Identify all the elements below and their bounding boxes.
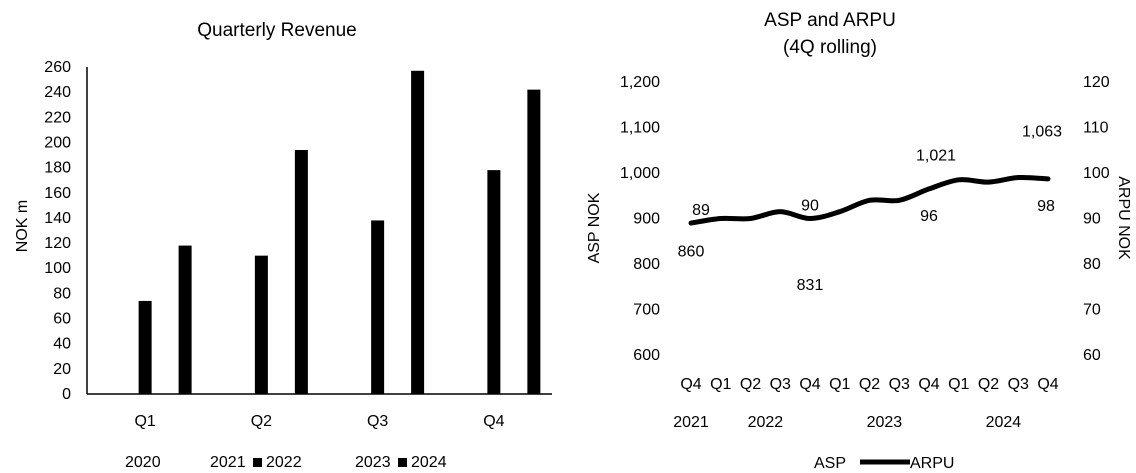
line-chart-left-tick-label: 700 (633, 302, 660, 319)
legend-label-2020: 2020 (125, 454, 161, 471)
bar-chart-x-tick-label: Q4 (483, 413, 504, 430)
line-chart-x-ticks: Q4 Q1 Q2 Q3 Q4 Q1 Q2 Q3 Q4 Q1 Q2 Q3 Q4 (680, 376, 1058, 393)
legend-swatch-2022 (253, 458, 262, 467)
bar-chart-y-tick-label: 100 (44, 260, 71, 277)
bar-chart-y-tick-label: 180 (44, 160, 71, 177)
bar-2024-Q1 (178, 245, 192, 394)
legend-label-2022: 2022 (266, 454, 302, 471)
line-chart-series (688, 143, 1051, 251)
line-chart-subtitle: (4Q rolling) (783, 37, 877, 58)
data-label-ASP: 831 (797, 277, 824, 294)
legend-swatch-2024 (398, 458, 407, 467)
data-label-ARPU: 98 (1037, 198, 1055, 215)
line-chart-right-tick-label: 120 (1083, 74, 1110, 91)
data-label-ASP: 1,063 (1022, 123, 1062, 140)
bar-chart-bars (138, 70, 541, 395)
legend-swatch-2021 (197, 458, 206, 467)
line-chart-right-tick-label: 100 (1083, 165, 1110, 182)
line-chart-right-ticks: 60 70 80 90 100 110 120 (1083, 74, 1110, 364)
line-series-ASP (690, 143, 1049, 251)
bar-2022-Q4 (487, 170, 501, 394)
line-chart-left-tick-label: 1,200 (620, 74, 660, 91)
bar-chart-y-tick-label: 60 (53, 311, 71, 328)
line-chart-x-tick-label: Q4 (799, 376, 820, 393)
bar-chart-y-tick-label: 220 (44, 109, 71, 126)
data-label-ASP: 860 (678, 244, 705, 261)
line-chart-x-tick-label: Q2 (978, 376, 999, 393)
line-chart-left-tick-label: 900 (633, 211, 660, 228)
bar-chart-y-ticks: 0 20 40 60 80 100 120 140 160 180 200 220 240 260 (44, 59, 71, 403)
line-chart-left-tick-label: 1,100 (620, 120, 660, 137)
line-chart-x-tick-label: Q3 (1008, 376, 1029, 393)
line-chart-left-axis-title: ASP NOK (586, 192, 603, 263)
line-chart-x-tick-label: Q3 (770, 376, 791, 393)
legend-label-2023: 2023 (355, 454, 391, 471)
legend-label-2024: 2024 (411, 454, 447, 471)
line-chart-year-label: 2022 (748, 414, 784, 431)
line-chart-x-tick-label: Q4 (1037, 376, 1058, 393)
line-chart-right-tick-label: 90 (1083, 211, 1101, 228)
line-chart-year-label: 2023 (867, 414, 903, 431)
line-series-ARPU (688, 174, 1051, 226)
legend-label-ASP: ASP (814, 455, 846, 472)
bar-2024-Q4 (527, 89, 541, 394)
line-chart-x-tick-label: Q2 (740, 376, 761, 393)
bar-chart-y-tick-label: 0 (62, 386, 71, 403)
line-chart-right-tick-label: 110 (1083, 120, 1109, 137)
line-chart-asp-arpu: ASP and ARPU (4Q rolling) ASP NOK ARPU N… (586, 10, 1132, 472)
line-chart-x-tick-label: Q1 (829, 376, 850, 393)
bar-chart-quarterly-revenue: Quarterly Revenue NOK m 0 20 40 60 80 100 120 1… (14, 20, 552, 471)
data-label-ARPU: 89 (692, 202, 710, 219)
line-chart-data-labels: 860 831 1,021 1,063 89 90 96 98 (678, 123, 1062, 294)
bar-chart-y-tick-label: 120 (44, 235, 71, 252)
line-chart-legend: ASP ARPU (814, 455, 954, 472)
bar-chart-y-tick-label: 80 (53, 285, 71, 302)
legend-swatch-2020 (112, 458, 121, 467)
line-chart-year-label: 2024 (986, 414, 1022, 431)
bar-chart-title: Quarterly Revenue (197, 20, 356, 41)
bar-chart-x-ticks: Q1 Q2 Q3 Q4 (134, 413, 504, 430)
bar-chart-y-tick-label: 160 (44, 185, 71, 202)
bar-chart-y-tick-label: 140 (44, 210, 71, 227)
data-label-ASP: 1,021 (916, 147, 956, 164)
line-chart-x-tick-label: Q3 (889, 376, 910, 393)
line-chart-x-tick-label: Q4 (918, 376, 939, 393)
bar-chart-y-tick-label: 240 (44, 84, 71, 101)
bar-chart-y-tick-label: 40 (53, 336, 71, 353)
line-chart-title: ASP and ARPU (764, 10, 896, 31)
line-chart-right-tick-label: 60 (1083, 347, 1101, 364)
bar-chart-x-tick-label: Q2 (251, 413, 272, 430)
line-chart-right-tick-label: 80 (1083, 256, 1101, 273)
bar-chart-y-tick-label: 260 (44, 59, 71, 76)
line-chart-right-tick-label: 70 (1083, 302, 1101, 319)
legend-label-ARPU: ARPU (910, 455, 954, 472)
line-chart-x-tick-label: Q1 (710, 376, 731, 393)
line-chart-year-label: 2021 (673, 414, 709, 431)
data-label-ARPU: 90 (801, 198, 819, 215)
line-chart-left-ticks: 600 700 800 900 1,000 1,100 1,200 (620, 74, 660, 364)
legend-swatch-2023 (342, 458, 351, 467)
bar-chart-x-tick-label: Q1 (134, 413, 155, 430)
line-chart-right-axis-title: ARPU NOK (1115, 176, 1132, 260)
line-chart-x-tick-label: Q4 (680, 376, 701, 393)
bar-chart-y-axis-title: NOK m (14, 200, 31, 252)
bar-2022-Q2 (254, 255, 268, 394)
data-label-ARPU: 96 (920, 208, 938, 225)
line-chart-left-tick-label: 600 (633, 347, 660, 364)
bar-2022-Q1 (138, 300, 152, 394)
legend-label-2021: 2021 (210, 454, 246, 471)
bar-2024-Q3 (411, 70, 425, 395)
line-chart-x-tick-label: Q2 (859, 376, 880, 393)
line-chart-left-tick-label: 800 (633, 256, 660, 273)
bar-chart-y-tick-label: 200 (44, 134, 71, 151)
line-chart-year-labels: 2021 2022 2023 2024 (673, 414, 1021, 431)
line-chart-left-tick-label: 1,000 (620, 165, 660, 182)
bar-chart-x-tick-label: Q3 (367, 413, 388, 430)
line-chart-x-tick-label: Q1 (948, 376, 969, 393)
bar-2024-Q2 (294, 150, 308, 394)
bar-chart-y-tick-label: 20 (53, 361, 71, 378)
bar-2022-Q3 (371, 220, 385, 394)
bar-chart-legend: 2020 2021 2022 2023 2024 (112, 454, 447, 471)
